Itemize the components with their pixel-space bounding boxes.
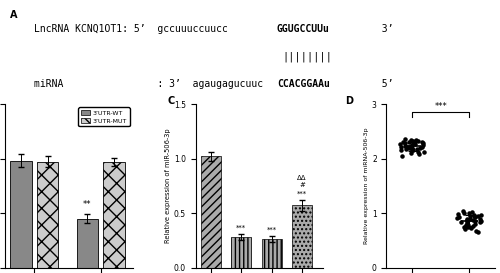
Point xyxy=(415,152,423,156)
Point xyxy=(410,142,418,146)
Point xyxy=(477,219,485,223)
Text: #: # xyxy=(299,182,305,188)
Point xyxy=(474,230,482,234)
Point xyxy=(408,146,416,150)
Point xyxy=(408,148,416,153)
Point xyxy=(398,148,406,152)
Point xyxy=(455,215,463,219)
Point xyxy=(466,217,474,221)
Point xyxy=(474,213,482,218)
Point xyxy=(464,224,472,229)
Point xyxy=(398,145,406,149)
Point xyxy=(412,138,420,142)
Point xyxy=(470,223,478,228)
Point xyxy=(405,146,413,150)
Text: miRNA                : 3’  agaugagucuuc: miRNA : 3’ agaugagucuuc xyxy=(34,79,264,89)
Y-axis label: Relative expression of miRNA-506-3p: Relative expression of miRNA-506-3p xyxy=(364,127,369,244)
Point xyxy=(408,143,416,147)
Text: 5’: 5’ xyxy=(370,79,394,89)
Point xyxy=(464,211,472,215)
Bar xyxy=(10,161,31,268)
Point xyxy=(418,144,426,149)
Point xyxy=(476,220,484,224)
Point xyxy=(396,142,404,147)
Point xyxy=(418,140,426,144)
Point xyxy=(408,137,416,142)
Point xyxy=(401,144,409,148)
Point xyxy=(407,143,415,148)
Bar xyxy=(232,237,251,268)
Point xyxy=(476,213,484,217)
Legend: 3’UTR-WT, 3’UTR-MUT: 3’UTR-WT, 3’UTR-MUT xyxy=(78,107,130,126)
Text: ***: *** xyxy=(266,227,277,233)
Point xyxy=(410,141,418,145)
Text: CCACGGAAu: CCACGGAAu xyxy=(277,79,330,89)
Point xyxy=(470,215,478,219)
Bar xyxy=(262,239,281,268)
Point xyxy=(462,223,470,227)
Text: LncRNA KCNQ1OT1: 5’  gccuuuccuucc: LncRNA KCNQ1OT1: 5’ gccuuuccuucc xyxy=(34,24,228,34)
Point xyxy=(454,212,462,216)
Text: C: C xyxy=(168,96,175,106)
Point xyxy=(460,227,468,232)
Point xyxy=(453,216,461,220)
Point xyxy=(458,209,466,214)
Text: ***: *** xyxy=(236,224,246,230)
Point xyxy=(466,214,474,218)
Point xyxy=(464,218,471,223)
Text: ΔΔ: ΔΔ xyxy=(298,176,307,182)
Bar xyxy=(77,218,98,268)
Point xyxy=(414,138,422,143)
Bar xyxy=(37,162,58,268)
Point xyxy=(420,149,428,154)
Point xyxy=(414,150,422,154)
Point xyxy=(399,140,407,144)
Point xyxy=(398,154,406,158)
Point xyxy=(460,211,468,215)
Point xyxy=(463,216,471,221)
Point xyxy=(472,219,480,223)
Text: 3’: 3’ xyxy=(370,24,394,34)
Point xyxy=(464,222,472,227)
Point xyxy=(419,143,427,147)
Point xyxy=(416,146,424,150)
Point xyxy=(470,212,478,217)
Point xyxy=(476,216,484,221)
Point xyxy=(401,137,409,141)
Point xyxy=(468,210,475,214)
Bar xyxy=(104,162,124,268)
Point xyxy=(460,225,468,229)
Bar xyxy=(292,206,312,268)
Point xyxy=(405,140,413,144)
Point xyxy=(462,224,469,228)
Point xyxy=(412,147,420,151)
Point xyxy=(402,147,410,152)
Text: ***: *** xyxy=(434,102,447,111)
Point xyxy=(472,228,480,233)
Point xyxy=(409,148,417,153)
Point xyxy=(467,226,475,230)
Text: D: D xyxy=(345,96,353,106)
Bar xyxy=(201,156,221,268)
Point xyxy=(408,147,416,151)
Point xyxy=(403,144,411,149)
Point xyxy=(470,213,478,218)
Y-axis label: Relative expression of miR-506-3p: Relative expression of miR-506-3p xyxy=(165,129,171,243)
Point xyxy=(405,144,413,149)
Text: A: A xyxy=(10,10,18,20)
Point xyxy=(471,222,479,226)
Point xyxy=(464,218,471,222)
Point xyxy=(402,141,409,146)
Text: **: ** xyxy=(83,200,92,209)
Text: ***: *** xyxy=(297,191,307,197)
Point xyxy=(406,151,414,155)
Point xyxy=(468,217,476,222)
Point xyxy=(463,221,471,225)
Text: GGUGCCUUu: GGUGCCUUu xyxy=(277,24,330,34)
Text: ||||||||: |||||||| xyxy=(283,51,333,62)
Point xyxy=(409,139,417,143)
Point xyxy=(458,219,466,224)
Point xyxy=(420,141,428,146)
